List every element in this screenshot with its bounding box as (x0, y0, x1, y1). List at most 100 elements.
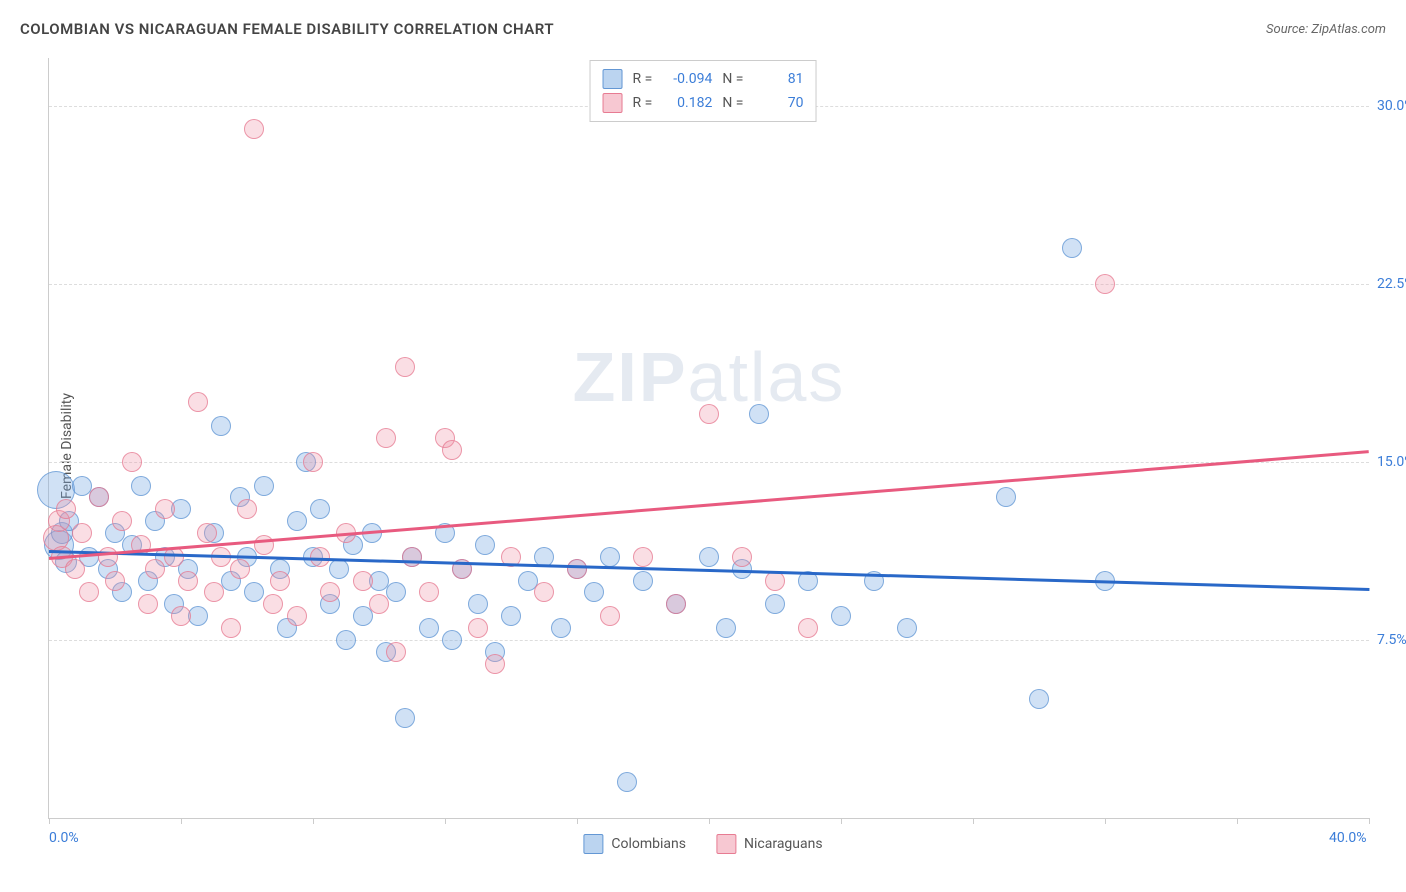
y-tick-label: 15.0% (1377, 454, 1406, 470)
scatter-point[interactable] (244, 582, 264, 602)
watermark-bold: ZIP (573, 338, 688, 416)
scatter-point[interactable] (56, 499, 76, 519)
x-tick-label: 40.0% (1329, 830, 1367, 846)
scatter-point[interactable] (534, 582, 554, 602)
scatter-point[interactable] (131, 476, 151, 496)
x-tick (181, 818, 182, 824)
scatter-point[interactable] (1029, 689, 1049, 709)
scatter-point[interactable] (171, 606, 191, 626)
r-value-colombians: -0.094 (662, 71, 712, 87)
scatter-point[interactable] (376, 428, 396, 448)
scatter-point[interactable] (320, 582, 340, 602)
scatter-point[interactable] (617, 772, 637, 792)
scatter-point[interactable] (633, 547, 653, 567)
scatter-point[interactable] (402, 547, 422, 567)
y-tick-label: 30.0% (1377, 98, 1406, 114)
legend-item-nicaraguans[interactable]: Nicaraguans (716, 834, 823, 854)
scatter-point[interactable] (72, 523, 92, 543)
scatter-point[interactable] (1062, 238, 1082, 258)
scatter-point[interactable] (765, 594, 785, 614)
scatter-point[interactable] (79, 582, 99, 602)
scatter-point[interactable] (468, 618, 488, 638)
scatter-point[interactable] (600, 547, 620, 567)
header: COLOMBIAN VS NICARAGUAN FEMALE DISABILIT… (20, 20, 1386, 38)
scatter-point[interactable] (386, 582, 406, 602)
scatter-point[interactable] (567, 559, 587, 579)
swatch-blue-icon (603, 69, 623, 89)
scatter-point[interactable] (386, 642, 406, 662)
scatter-point[interactable] (732, 547, 752, 567)
scatter-point[interactable] (98, 547, 118, 567)
swatch-pink-icon (603, 93, 623, 113)
scatter-point[interactable] (65, 559, 85, 579)
scatter-point[interactable] (254, 535, 274, 555)
swatch-pink-icon (716, 834, 736, 854)
scatter-point[interactable] (831, 606, 851, 626)
scatter-point[interactable] (145, 559, 165, 579)
scatter-point[interactable] (122, 452, 142, 472)
scatter-point[interactable] (551, 618, 571, 638)
legend-row-nicaraguans: R = 0.182 N = 70 (603, 91, 804, 115)
x-tick (841, 818, 842, 824)
scatter-point[interactable] (270, 571, 290, 591)
scatter-point[interactable] (633, 571, 653, 591)
scatter-point[interactable] (287, 606, 307, 626)
scatter-point[interactable] (468, 594, 488, 614)
scatter-point[interactable] (230, 559, 250, 579)
scatter-point[interactable] (204, 582, 224, 602)
scatter-point[interactable] (254, 476, 274, 496)
scatter-point[interactable] (749, 404, 769, 424)
scatter-point[interactable] (369, 594, 389, 614)
x-tick (1369, 818, 1370, 824)
scatter-point[interactable] (244, 119, 264, 139)
scatter-point[interactable] (798, 618, 818, 638)
scatter-point[interactable] (485, 654, 505, 674)
scatter-point[interactable] (1095, 274, 1115, 294)
scatter-point[interactable] (716, 618, 736, 638)
scatter-point[interactable] (395, 708, 415, 728)
scatter-point[interactable] (584, 582, 604, 602)
scatter-point[interactable] (600, 606, 620, 626)
x-tick (49, 818, 50, 824)
scatter-point[interactable] (178, 571, 198, 591)
x-tick (1237, 818, 1238, 824)
scatter-point[interactable] (112, 511, 132, 531)
scatter-point[interactable] (287, 511, 307, 531)
scatter-point[interactable] (336, 630, 356, 650)
x-tick (445, 818, 446, 824)
scatter-point[interactable] (996, 487, 1016, 507)
scatter-point[interactable] (442, 440, 462, 460)
scatter-point[interactable] (303, 452, 323, 472)
n-label: N = (722, 95, 743, 111)
scatter-point[interactable] (211, 416, 231, 436)
scatter-point[interactable] (105, 571, 125, 591)
scatter-point[interactable] (310, 499, 330, 519)
scatter-point[interactable] (155, 499, 175, 519)
scatter-point[interactable] (666, 594, 686, 614)
scatter-point[interactable] (442, 630, 462, 650)
scatter-point[interactable] (395, 357, 415, 377)
legend-item-colombians[interactable]: Colombians (583, 834, 686, 854)
n-label: N = (722, 71, 743, 87)
scatter-point[interactable] (897, 618, 917, 638)
scatter-point[interactable] (699, 547, 719, 567)
legend-label-nicaraguans: Nicaraguans (744, 836, 823, 852)
scatter-point[interactable] (419, 582, 439, 602)
scatter-point[interactable] (699, 404, 719, 424)
gridline (49, 284, 1369, 285)
scatter-point[interactable] (188, 392, 208, 412)
scatter-point[interactable] (138, 594, 158, 614)
scatter-point[interactable] (89, 487, 109, 507)
x-tick (1105, 818, 1106, 824)
x-tick (577, 818, 578, 824)
scatter-point[interactable] (237, 499, 257, 519)
scatter-point[interactable] (197, 523, 217, 543)
scatter-point[interactable] (263, 594, 283, 614)
scatter-point[interactable] (329, 559, 349, 579)
scatter-point[interactable] (353, 571, 373, 591)
scatter-point[interactable] (221, 618, 241, 638)
scatter-point[interactable] (475, 535, 495, 555)
n-value-colombians: 81 (753, 71, 803, 87)
scatter-point[interactable] (501, 606, 521, 626)
scatter-point[interactable] (419, 618, 439, 638)
